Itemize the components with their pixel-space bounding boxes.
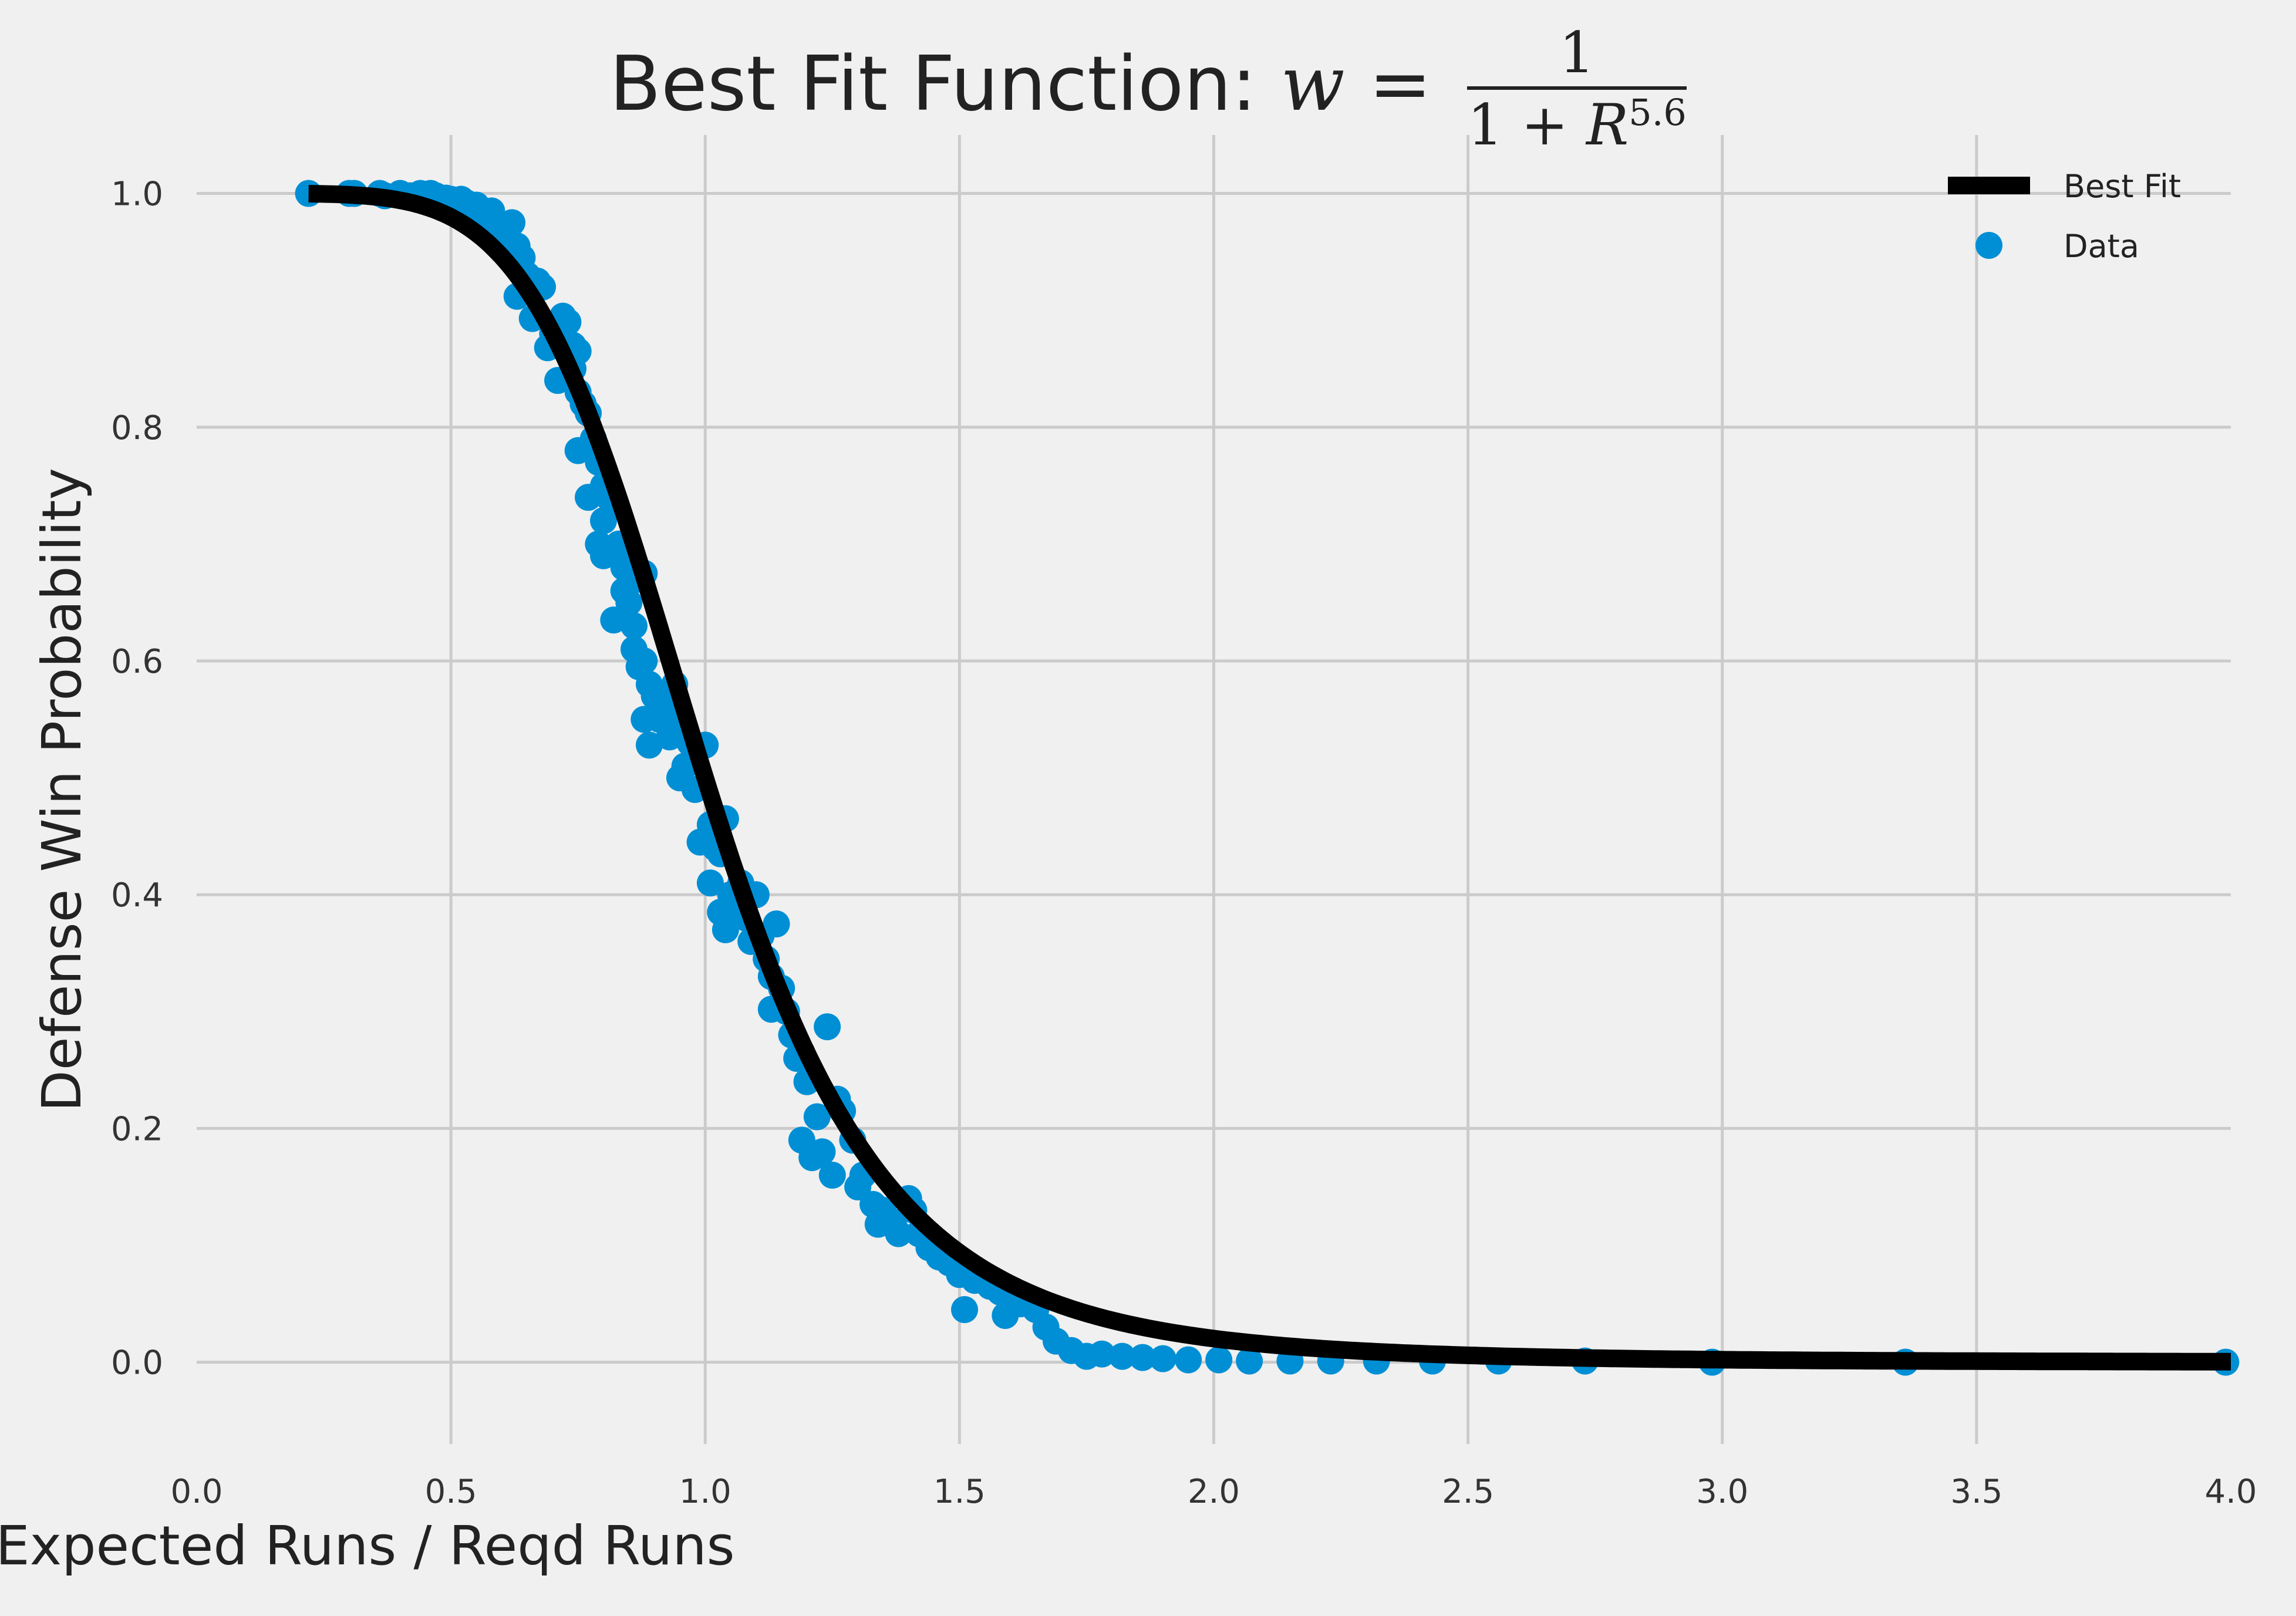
data-point — [650, 694, 678, 721]
data-point — [554, 308, 582, 336]
data-point — [615, 589, 643, 616]
grid — [197, 135, 2231, 1444]
x-tick-label: 0.5 — [425, 1473, 477, 1511]
best-fit-line — [304, 185, 2235, 1371]
data-point — [818, 1162, 846, 1189]
y-tick-label: 0.6 — [111, 643, 163, 681]
fraction-denominator-base: 1 + — [1467, 92, 1586, 158]
chart-title-prefix: Best Fit Function: — [609, 40, 1281, 128]
data-point — [1236, 1347, 1263, 1375]
x-tick-label: 2.0 — [1188, 1473, 1240, 1511]
data-point — [1129, 1344, 1157, 1371]
legend-label-data: Data — [2064, 228, 2139, 265]
fraction-denominator-exp: 5.6 — [1629, 90, 1687, 134]
data-point — [814, 1013, 841, 1041]
x-axis-label: Expected Runs / Reqd Runs — [0, 1514, 735, 1577]
y-tick-labels: 0.0 0.2 0.4 0.6 0.8 1.0 — [111, 176, 163, 1382]
data-point — [620, 612, 648, 640]
y-tick-label: 0.8 — [111, 409, 163, 447]
data-point — [1108, 1342, 1136, 1370]
data-point — [808, 1138, 836, 1166]
chart-title-lhs: w — [1280, 40, 1345, 128]
data-point — [478, 197, 505, 225]
data-point — [1205, 1346, 1233, 1374]
x-tick-label: 0.0 — [170, 1473, 222, 1511]
x-tick-label: 1.0 — [679, 1473, 731, 1511]
x-tick-label: 1.5 — [933, 1473, 986, 1511]
y-tick-label: 0.4 — [111, 876, 163, 915]
fraction-numerator: 1 — [1467, 23, 1687, 90]
data-point — [498, 209, 526, 237]
data-point — [763, 910, 790, 937]
x-tick-label: 3.5 — [1950, 1473, 2002, 1511]
y-tick-label: 1.0 — [111, 176, 163, 214]
data-point — [1088, 1340, 1115, 1368]
legend-swatch-data — [1975, 232, 2002, 259]
data-point — [631, 647, 658, 674]
data-point — [951, 1296, 979, 1324]
data-point — [1175, 1346, 1202, 1374]
data-point — [803, 1103, 831, 1131]
data-point — [1149, 1345, 1176, 1372]
x-tick-label: 2.5 — [1442, 1473, 1494, 1511]
x-tick-label: 4.0 — [2204, 1473, 2257, 1511]
fraction-denominator: 1 + R5.6 — [1467, 90, 1686, 155]
x-tick-label: 3.0 — [1696, 1473, 1748, 1511]
data-point — [712, 916, 739, 943]
legend: Best Fit Data — [1948, 168, 2181, 265]
x-tick-labels: 0.0 0.5 1.0 1.5 2.0 2.5 3.0 3.5 4.0 — [170, 1473, 2257, 1511]
data-point — [600, 606, 628, 634]
best-fit-series — [304, 185, 2235, 1371]
y-tick-label: 0.0 — [111, 1344, 163, 1382]
data-point — [635, 731, 663, 759]
y-axis-label: Defense Win Probability — [31, 467, 93, 1112]
chart-title-equals: = — [1344, 40, 1456, 128]
fraction-denominator-var: R — [1586, 92, 1629, 158]
data-point — [885, 1220, 912, 1247]
data-point — [696, 869, 724, 897]
legend-label-best-fit: Best Fit — [2064, 168, 2181, 205]
y-tick-label: 0.2 — [111, 1110, 163, 1148]
